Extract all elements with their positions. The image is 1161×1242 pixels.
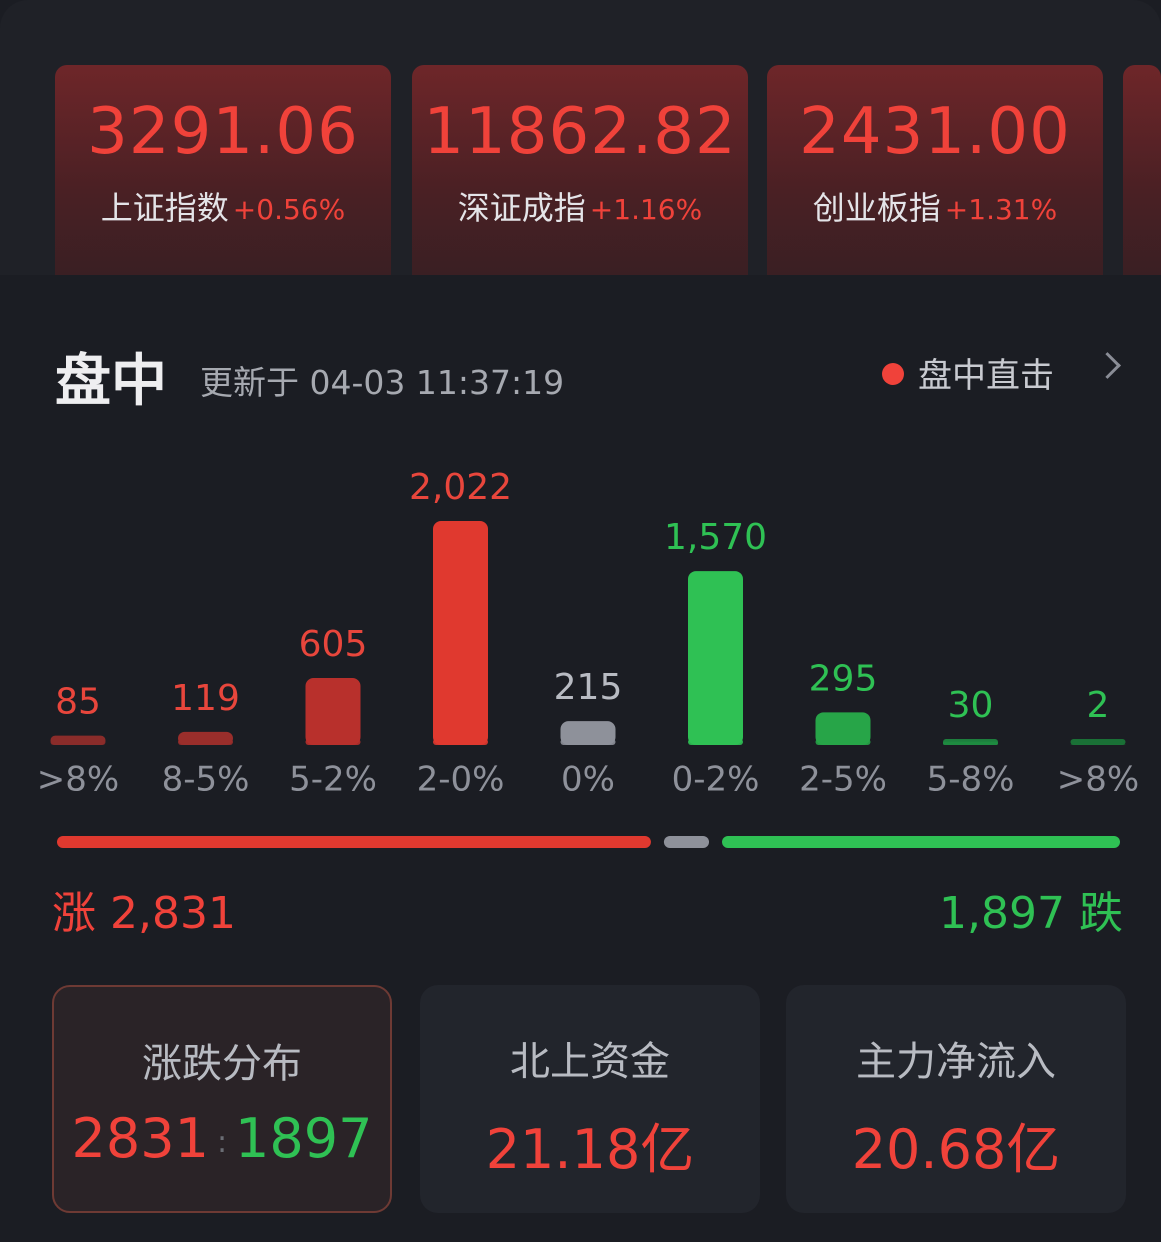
section-title: 盘中 — [55, 349, 167, 414]
distribution-chart: 85 >8% 119 8-5% 605 5-2% 2,022 2-0% 215 0% 1,570 0-… — [37, 467, 1139, 848]
rise-bar — [57, 836, 651, 848]
category-label: 2-5% — [799, 760, 887, 800]
index-name-row: 深证成指 +1.16% — [412, 183, 748, 229]
bar-base — [1070, 739, 1126, 745]
up-count: 2831 — [71, 1107, 209, 1170]
bar — [305, 677, 361, 745]
live-text: 盘中直击 — [918, 356, 1054, 396]
live-dot — [882, 362, 904, 385]
card-value: 20.68亿 — [851, 1118, 1061, 1181]
index-name: 上证指数 — [100, 189, 229, 227]
index-name: 深证成指 — [457, 189, 586, 227]
bar — [943, 741, 998, 745]
index-value: 2431.00 — [799, 95, 1071, 169]
separator: : — [216, 1124, 228, 1160]
index-name: 创业板指 — [812, 189, 941, 227]
bar — [815, 712, 871, 745]
value-label: 1,570 — [664, 517, 767, 558]
category-label: 5-2% — [289, 760, 377, 800]
bar — [560, 721, 616, 745]
down-count: 1897 — [235, 1107, 373, 1170]
category-label: 0% — [561, 760, 615, 800]
value-label: 605 — [299, 624, 368, 665]
index-strip: 3291.06 上证指数 +0.56% 11862.82 深证成指 +1.16% 2… — [0, 0, 1161, 275]
update-time: 更新于 04-03 11:37:19 — [200, 363, 565, 402]
category-label: 2-0% — [417, 760, 505, 800]
value-label: 85 — [55, 682, 101, 723]
value-label: 30 — [948, 685, 994, 726]
value-label: 215 — [554, 667, 623, 708]
index-change: +1.16% — [589, 193, 703, 226]
value-label: 2,022 — [409, 467, 512, 508]
card-title: 涨跌分布 — [142, 1041, 302, 1087]
index-value: 11862.82 — [423, 95, 737, 169]
card-value: 21.18亿 — [485, 1118, 695, 1181]
bar — [50, 735, 106, 745]
index-change: +1.31% — [944, 193, 1058, 226]
stat-card[interactable]: 北上资金 21.18亿 — [420, 985, 760, 1213]
live-link[interactable]: 盘中直击 — [882, 348, 1054, 397]
category-label: >8% — [1057, 760, 1139, 800]
index-card[interactable]: 2431.00 创业板指 +1.31% — [767, 65, 1103, 275]
rise-count: 涨 2,831 — [52, 877, 236, 941]
stat-card[interactable]: 主力净流入 20.68亿 — [786, 985, 1126, 1213]
card-value: 2831:1897 — [54, 1107, 390, 1170]
value-label: 295 — [809, 658, 878, 699]
bar — [178, 731, 233, 745]
rise-label: 涨 — [52, 888, 96, 939]
flat-bar — [663, 836, 710, 848]
index-change: +0.56% — [232, 193, 346, 226]
value-label: 2 — [1087, 685, 1110, 726]
value-label: 119 — [171, 678, 240, 719]
bar — [688, 571, 743, 745]
chevron[interactable] — [1094, 352, 1121, 379]
rise-value: 2,831 — [110, 888, 236, 939]
fall-bar — [722, 836, 1120, 848]
index-name-row: 创业板指 +1.31% — [767, 183, 1103, 229]
fall-value: 1,897 — [939, 888, 1065, 939]
bar — [433, 521, 488, 745]
category-label: 8-5% — [162, 760, 250, 800]
category-label: 0-2% — [672, 760, 760, 800]
stat-card[interactable]: 涨跌分布 2831:1897 — [52, 985, 392, 1213]
category-label: >8% — [37, 760, 119, 800]
index-card[interactable]: 11862.82 深证成指 +1.16% — [412, 65, 748, 275]
index-card-partial[interactable] — [1123, 65, 1161, 275]
fall-count: 1,897 跌 — [939, 877, 1123, 941]
index-card[interactable]: 3291.06 上证指数 +0.56% — [55, 65, 391, 275]
index-name-row: 上证指数 +0.56% — [55, 183, 391, 229]
fall-label: 跌 — [1079, 888, 1123, 939]
card-title: 北上资金 — [510, 1039, 670, 1085]
card-title: 主力净流入 — [856, 1039, 1056, 1085]
index-value: 3291.06 — [87, 95, 359, 169]
category-label: 5-8% — [927, 760, 1015, 800]
